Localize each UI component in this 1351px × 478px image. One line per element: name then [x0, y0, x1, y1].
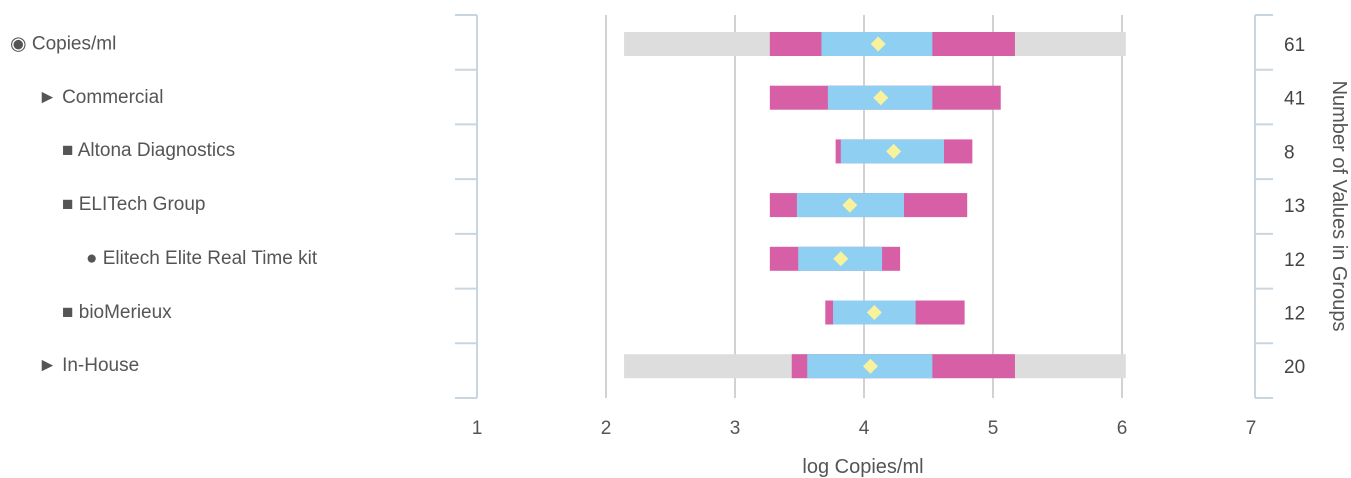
row-bars: [825, 300, 965, 325]
row-label: ■ bioMerieux: [62, 301, 172, 323]
row-label: ● Elitech Elite Real Time kit: [86, 247, 318, 269]
grid-lines: [605, 15, 1123, 398]
row-label: ■ Altona Diagnostics: [62, 140, 236, 162]
row-bars: [769, 85, 1001, 110]
row-bars: [835, 139, 973, 164]
row-bars: [624, 354, 1126, 379]
row-label: ► Commercial: [38, 86, 164, 108]
count-label: 13: [1284, 196, 1305, 217]
x-tick-label: 5: [988, 418, 999, 439]
x-tick-label: 3: [730, 418, 741, 439]
row-label: ◉ Copies/ml: [10, 33, 117, 55]
median-marker: [886, 143, 902, 159]
x-tick-label: 1: [472, 418, 483, 439]
bars: [624, 32, 1126, 379]
count-label: 61: [1284, 35, 1305, 56]
median-marker: [842, 197, 858, 213]
row-bars: [624, 32, 1126, 56]
count-label: 8: [1284, 142, 1295, 163]
row-bars: [769, 246, 901, 271]
row-label: ► In-House: [38, 355, 140, 377]
median-marker: [870, 36, 886, 52]
row-label: ■ ELITech Group: [62, 194, 206, 216]
x-tick-label: 2: [601, 418, 612, 439]
x-tick-labels: 1 2 3 4 5 6 7: [472, 418, 1257, 439]
x-tick-label: 6: [1117, 418, 1128, 439]
median-marker: [862, 358, 878, 374]
x-axis-title: log Copies/ml: [802, 456, 923, 478]
median-marker: [866, 305, 882, 320]
x-tick-label: 7: [1246, 418, 1257, 439]
count-label: 20: [1284, 357, 1305, 378]
count-labels: 61 41 8 13 12 12 20: [1284, 35, 1305, 378]
count-label: 12: [1284, 304, 1305, 325]
x-tick-label: 4: [859, 418, 870, 439]
median-marker: [833, 251, 849, 267]
row-labels: ◉ Copies/ml ► Commercial ■ Altona Diagnost…: [0, 0, 460, 478]
count-label: 12: [1284, 250, 1305, 271]
row-bars: [769, 193, 968, 218]
count-label: 41: [1284, 89, 1305, 110]
axes: [455, 14, 1273, 399]
secondary-axis-title: Number of Values in Groups: [1328, 81, 1350, 332]
median-marker: [873, 90, 889, 106]
